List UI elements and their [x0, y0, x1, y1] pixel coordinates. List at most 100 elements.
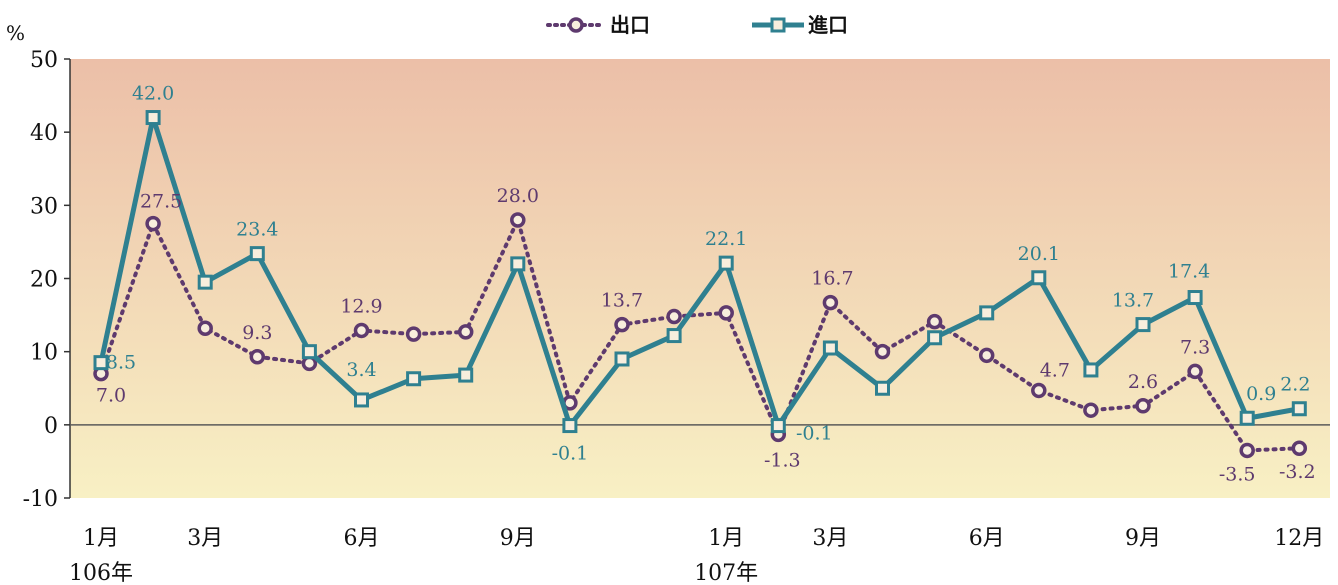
- import-data-label: 22.1: [705, 228, 747, 250]
- plot-area: [70, 59, 1330, 498]
- y-tick-label: 0: [44, 414, 58, 439]
- legend: 出口 進口: [546, 13, 848, 37]
- import-point: [510, 256, 526, 272]
- data-labels: 7.0 27.5 9.3 12.9 28.0 13.7 -1.3 16.7 4.7 2.6 7.3 -…: [96, 83, 1316, 486]
- export-point: [353, 322, 370, 339]
- export-point: [978, 347, 995, 364]
- export-data-label: 7.3: [1180, 336, 1210, 358]
- import-point: [197, 274, 213, 290]
- export-point: [249, 349, 266, 365]
- x-axis: 1月 3月 6月 9月 1月 3月 6月 9月 12月 106年 107年: [69, 526, 1324, 585]
- export-point: [614, 316, 630, 333]
- legend-export-marker: [568, 17, 584, 33]
- import-point: [354, 392, 369, 408]
- x-tick-label: 9月: [1125, 526, 1161, 551]
- export-data-label: 2.6: [1128, 371, 1158, 393]
- export-data-label: -3.2: [1279, 461, 1316, 483]
- export-data-label: -1.3: [764, 449, 801, 471]
- export-line: [99, 214, 1302, 453]
- import-point: [770, 418, 786, 434]
- series-import: [93, 110, 1307, 434]
- import-data-label: -0.1: [796, 423, 833, 445]
- export-point: [1239, 442, 1255, 459]
- import-point: [822, 340, 838, 356]
- export-data-label: 16.7: [811, 268, 853, 290]
- import-data-label: 13.7: [1112, 290, 1154, 312]
- x-tick-label: 6月: [969, 526, 1005, 551]
- export-point: [1187, 363, 1203, 380]
- export-data-label: 4.7: [1040, 359, 1070, 381]
- export-point: [197, 320, 213, 337]
- export-point: [926, 313, 943, 330]
- export-point: [1291, 440, 1308, 456]
- import-data-label: -0.1: [552, 443, 589, 465]
- export-point: [718, 305, 734, 321]
- import-point: [1083, 362, 1099, 378]
- x-year-label: 107年: [694, 561, 758, 585]
- y-tick-label: 40: [30, 121, 58, 146]
- import-point: [666, 328, 682, 344]
- x-tick-label: 1月: [708, 526, 744, 551]
- import-data-label: 17.4: [1168, 261, 1210, 283]
- import-point: [718, 255, 734, 271]
- legend-item-export: 出口: [546, 13, 650, 37]
- x-year-label: 106年: [69, 561, 133, 585]
- y-tick-label: -10: [23, 487, 58, 512]
- export-data-label: 12.9: [340, 295, 382, 317]
- x-tick-label: 9月: [500, 526, 536, 551]
- import-point: [145, 110, 161, 126]
- import-point: [1291, 401, 1307, 417]
- x-tick-label: 3月: [812, 526, 848, 551]
- import-data-label: 3.4: [346, 359, 376, 381]
- import-point: [614, 351, 630, 367]
- export-point: [405, 326, 422, 342]
- export-data-label: 13.7: [601, 290, 643, 312]
- x-tick-label: 12月: [1274, 526, 1324, 551]
- import-point: [93, 355, 109, 371]
- export-data-label: 9.3: [242, 322, 272, 344]
- import-point: [979, 305, 995, 321]
- y-axis-unit: %: [6, 21, 25, 45]
- legend-item-import: 進口: [752, 13, 848, 37]
- y-tick-label: 30: [30, 194, 58, 219]
- x-tick-label: 6月: [344, 526, 380, 551]
- import-point: [927, 330, 943, 346]
- y-tick-label: 10: [30, 341, 58, 366]
- series-export: [93, 212, 1308, 459]
- import-point: [1031, 270, 1047, 286]
- export-point: [1031, 382, 1047, 399]
- export-data-label: -3.5: [1219, 463, 1256, 485]
- import-point: [1239, 410, 1255, 426]
- import-line: [98, 115, 1300, 429]
- import-data-label: 0.9: [1246, 383, 1276, 405]
- import-point: [875, 380, 890, 396]
- export-point: [1135, 398, 1151, 414]
- import-data-label: 20.1: [1018, 243, 1060, 265]
- export-point: [457, 324, 474, 340]
- export-point: [145, 215, 161, 232]
- export-point: [1083, 402, 1099, 418]
- export-data-label: 27.5: [140, 191, 182, 213]
- legend-import-marker: [770, 17, 786, 33]
- y-tick-label: 20: [30, 268, 58, 293]
- import-data-label: 2.2: [1280, 374, 1310, 396]
- import-point: [249, 246, 265, 262]
- export-point: [822, 294, 839, 311]
- y-axis: -10 0 10 20 30 40 50: [23, 48, 71, 512]
- x-tick-label: 1月: [83, 526, 119, 551]
- import-point: [1135, 317, 1151, 333]
- export-data-label: 28.0: [497, 185, 539, 207]
- import-point: [301, 344, 317, 360]
- legend-export-label: 出口: [610, 13, 650, 37]
- export-point: [666, 308, 682, 325]
- legend-import-label: 進口: [808, 13, 848, 37]
- import-point: [458, 367, 474, 383]
- import-point: [406, 371, 422, 387]
- import-data-label: 23.4: [236, 219, 278, 241]
- import-data-label: 8.5: [106, 352, 136, 374]
- import-data-label: 42.0: [132, 83, 174, 105]
- y-tick-label: 50: [30, 48, 58, 73]
- import-point: [562, 418, 578, 434]
- x-tick-label: 3月: [187, 526, 223, 551]
